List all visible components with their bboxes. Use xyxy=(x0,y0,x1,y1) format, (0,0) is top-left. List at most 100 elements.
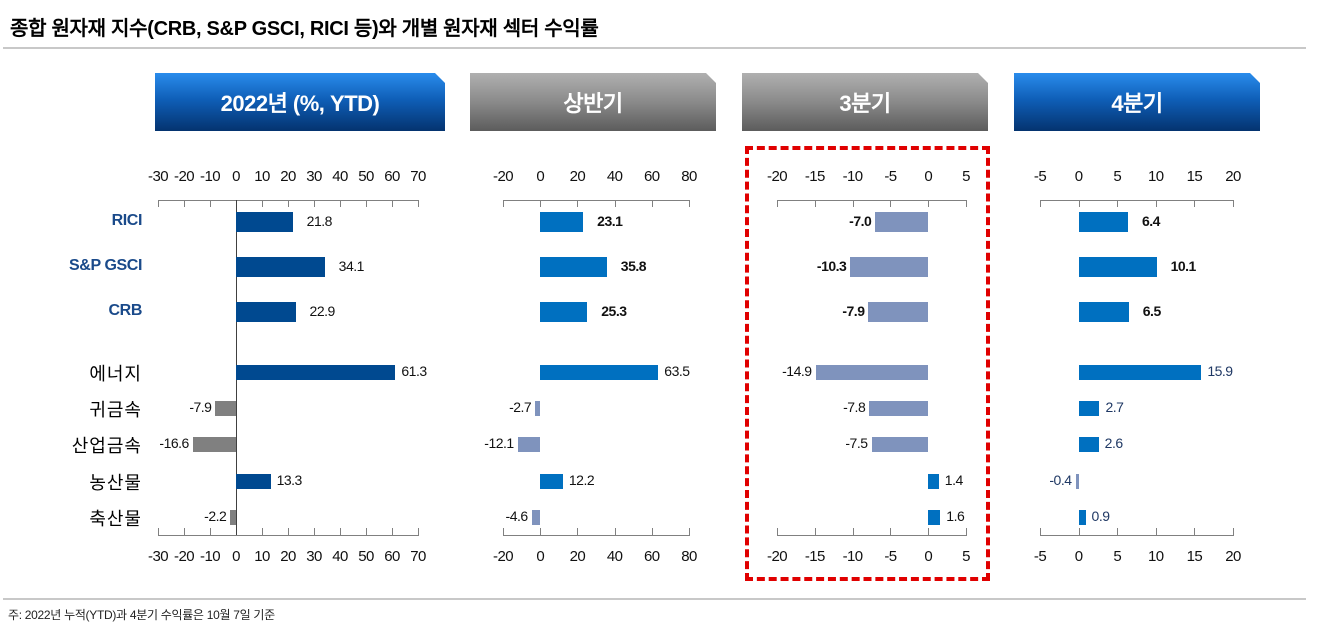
q3-top-tick xyxy=(890,200,892,207)
ytd-bottom-tick-label: 10 xyxy=(254,548,270,565)
q3-bottom-axis xyxy=(777,535,967,536)
h1-top-tick xyxy=(577,200,579,207)
ytd-top-tick-label: 10 xyxy=(254,168,270,185)
q4-top-tick-label: 0 xyxy=(1074,168,1083,185)
h1-bottom-tick xyxy=(540,528,542,535)
q4-top-tick-label: 5 xyxy=(1113,168,1122,185)
ytd-value-label: 22.9 xyxy=(309,303,336,319)
h1-top-tick xyxy=(614,200,616,207)
q4-top-axis xyxy=(1040,200,1234,201)
q4-bottom-axis xyxy=(1040,535,1234,536)
q4-bottom-tick-label: 15 xyxy=(1186,548,1203,565)
ytd-bottom-tick xyxy=(418,528,419,535)
ytd-top-tick-label: 30 xyxy=(306,168,322,185)
q3-value-label: -7.5 xyxy=(845,435,868,451)
category-label-rici: RICI xyxy=(111,212,143,229)
q4-bar xyxy=(1078,257,1157,277)
ytd-bar xyxy=(236,473,271,489)
page-title: 종합 원자재 지수(CRB, S&P GSCI, RICI 등)와 개별 원자재… xyxy=(10,18,599,40)
q4-value-label: 6.5 xyxy=(1142,303,1161,319)
h1-bottom-tick-label: 0 xyxy=(536,548,545,565)
q3-bottom-tick-label: 5 xyxy=(962,548,970,565)
category-label-livestock: 축산물 xyxy=(89,509,142,529)
q3-top-tick xyxy=(777,200,778,207)
h1-bottom-tick xyxy=(577,528,579,535)
ytd-value-label: 61.3 xyxy=(401,363,427,379)
h1-bottom-tick-label: -20 xyxy=(493,548,513,565)
q3-bottom-tick-label: 0 xyxy=(924,548,933,565)
category-label-agriculture: 농산물 xyxy=(89,473,142,493)
q3-top-tick xyxy=(852,200,854,207)
q4-top-tick xyxy=(1233,200,1234,207)
ytd-bar xyxy=(230,509,236,525)
q4-top-tick xyxy=(1194,200,1196,207)
q3-top-tick-label: -20 xyxy=(767,168,787,185)
q3-value-label: -14.9 xyxy=(782,363,812,379)
q3-bottom-tick-label: -5 xyxy=(884,548,897,565)
q4-value-label: 10.1 xyxy=(1170,258,1197,274)
q4-bar xyxy=(1078,212,1128,232)
ytd-top-tick-label: 40 xyxy=(332,168,348,185)
q3-bottom-tick xyxy=(928,528,930,535)
panel-header-q3: 3분기 xyxy=(742,73,988,131)
ytd-top-tick xyxy=(366,200,367,207)
q4-bar xyxy=(1078,436,1099,452)
q3-value-label: 1.6 xyxy=(946,508,965,524)
q4-bar xyxy=(1075,473,1079,489)
ytd-bar xyxy=(192,436,236,452)
category-label-energy: 에너지 xyxy=(89,364,142,384)
h1-bottom-tick-label: 40 xyxy=(606,548,623,565)
category-label-crb: CRB xyxy=(108,302,143,319)
ytd-top-tick xyxy=(288,200,289,207)
ytd-value-label: -7.9 xyxy=(189,399,212,415)
h1-bottom-axis xyxy=(503,535,690,536)
ytd-top-tick-label: -10 xyxy=(200,168,220,185)
ytd-bottom-tick-label: 60 xyxy=(384,548,400,565)
ytd-bottom-tick-label: 40 xyxy=(332,548,348,565)
h1-value-label: -4.6 xyxy=(505,508,529,524)
ytd-top-tick-label: -30 xyxy=(148,168,168,185)
ytd-top-tick xyxy=(418,200,419,207)
ytd-bottom-tick xyxy=(340,528,341,535)
q3-top-tick-label: -15 xyxy=(804,168,825,185)
q4-top-tick-label: 20 xyxy=(1225,168,1241,185)
q4-bottom-tick xyxy=(1233,528,1234,535)
ytd-bottom-tick xyxy=(262,528,263,535)
ytd-top-tick-label: 0 xyxy=(232,168,240,185)
q4-bar xyxy=(1078,364,1202,380)
q3-bottom-tick xyxy=(890,528,892,535)
h1-bottom-tick-label: 60 xyxy=(644,548,660,565)
q3-bottom-tick-label: -15 xyxy=(804,548,825,565)
h1-top-tick xyxy=(689,200,690,207)
q4-top-tick xyxy=(1078,200,1080,207)
h1-bottom-tick-label: 20 xyxy=(569,548,586,565)
ytd-bar xyxy=(236,212,293,232)
q4-bottom-tick xyxy=(1117,528,1119,535)
ytd-bottom-tick-label: 0 xyxy=(232,548,240,565)
h1-value-label: -12.1 xyxy=(484,435,514,451)
q4-value-label: 2.6 xyxy=(1104,435,1123,451)
h1-bar xyxy=(535,400,541,416)
q4-bottom-tick-label: 10 xyxy=(1148,548,1164,565)
q3-bar xyxy=(850,257,929,277)
ytd-bottom-tick-label: -10 xyxy=(200,548,220,565)
h1-bar xyxy=(531,509,541,525)
q4-top-tick-label: -5 xyxy=(1033,168,1047,185)
h1-bar xyxy=(540,302,588,322)
q3-bar xyxy=(928,509,941,525)
ytd-bottom-tick-label: 30 xyxy=(306,548,322,565)
h1-top-tick-label: -20 xyxy=(493,168,513,185)
ytd-top-tick xyxy=(392,200,393,207)
h1-top-tick xyxy=(540,200,542,207)
ytd-bar xyxy=(236,257,325,277)
h1-top-tick-label: 0 xyxy=(536,168,545,185)
q4-bar xyxy=(1078,509,1086,525)
h1-top-tick-label: 60 xyxy=(644,168,660,185)
ytd-value-label: -16.6 xyxy=(159,435,189,451)
q3-top-tick xyxy=(928,200,930,207)
q3-bottom-tick xyxy=(814,528,816,535)
q3-top-tick-label: -5 xyxy=(884,168,897,185)
ytd-top-tick xyxy=(340,200,341,207)
ytd-top-tick-label: 20 xyxy=(280,168,296,185)
ytd-bottom-tick xyxy=(314,528,315,535)
